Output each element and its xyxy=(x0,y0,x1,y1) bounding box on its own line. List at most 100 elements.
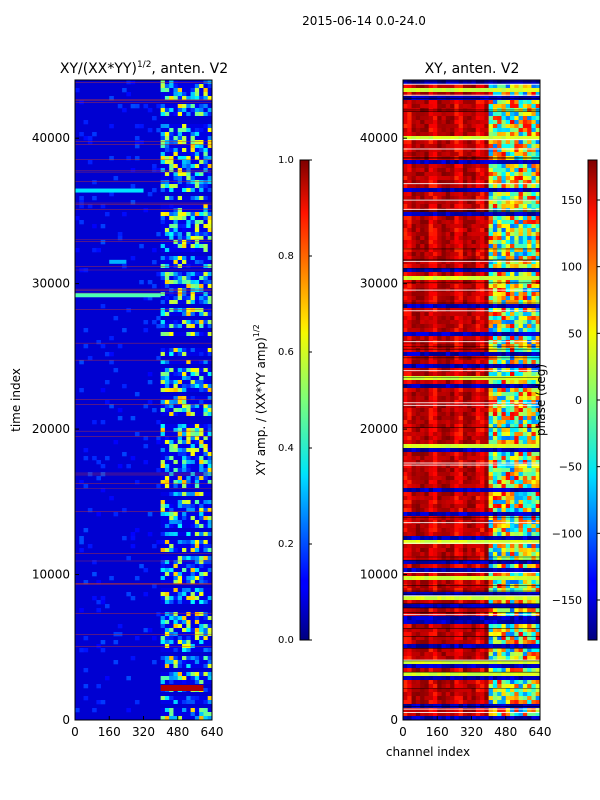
heatmap-cell xyxy=(454,84,459,89)
heatmap-cell xyxy=(207,712,213,717)
heatmap-cell xyxy=(428,160,434,165)
heatmap-cell xyxy=(432,264,438,269)
heatmap-cell xyxy=(510,100,515,105)
heatmap-cell xyxy=(207,212,213,217)
heatmap-cell xyxy=(531,356,537,361)
heatmap-cell xyxy=(467,300,472,305)
heatmap-cell xyxy=(437,148,442,153)
heatmap-cell xyxy=(475,140,481,145)
heatmap-cell xyxy=(173,204,179,209)
heatmap-cell xyxy=(432,124,438,129)
heatmap-cell xyxy=(454,144,459,149)
heatmap-cell xyxy=(190,368,196,373)
heatmap-cell xyxy=(186,396,191,401)
heatmap-cell xyxy=(454,100,459,105)
heatmap-cell xyxy=(194,340,200,345)
heatmap-cell xyxy=(207,696,213,701)
heatmap-cell xyxy=(514,100,519,105)
heatmap-cell xyxy=(522,372,528,377)
heatmap-cell xyxy=(432,404,438,409)
heatmap-cell xyxy=(475,152,481,157)
heatmap-cell xyxy=(522,136,528,141)
heatmap-cell xyxy=(441,332,447,337)
heatmap-cell xyxy=(505,84,511,89)
heatmap-cell xyxy=(531,160,537,165)
heatmap-cell xyxy=(458,320,464,325)
heatmap-cell xyxy=(203,200,209,205)
heatmap-cell xyxy=(475,180,481,185)
heatmap-cell xyxy=(437,224,442,229)
heatmap-cell xyxy=(126,92,131,97)
heatmap-cell xyxy=(531,104,537,109)
heatmap-cell xyxy=(190,496,196,501)
heatmap-cell xyxy=(510,196,515,201)
heatmap-cell xyxy=(522,232,528,237)
heatmap-cell xyxy=(497,416,502,421)
heatmap-cell xyxy=(458,292,464,297)
heatmap-cell xyxy=(186,424,191,429)
heatmap-cell xyxy=(160,316,166,321)
heatmap-cell xyxy=(164,692,170,697)
heatmap-cell xyxy=(177,608,183,613)
heatmap-cell xyxy=(437,112,442,117)
heatmap-cell xyxy=(428,316,434,321)
heatmap-cell xyxy=(454,392,459,397)
heatmap-cell xyxy=(199,188,204,193)
heatmap-cell xyxy=(199,696,204,701)
heatmap-cell xyxy=(169,540,174,545)
heatmap-cell xyxy=(177,124,183,129)
heatmap-cell xyxy=(203,292,209,297)
heatmap-cell xyxy=(437,84,442,89)
heatmap-cell xyxy=(454,324,459,329)
heatmap-cell xyxy=(471,216,477,221)
heatmap-cell xyxy=(194,300,200,305)
heatmap-cell xyxy=(160,524,166,529)
heatmap-cell xyxy=(411,352,417,357)
heatmap-cell xyxy=(186,212,191,217)
y-tick-label: 10000 xyxy=(32,568,70,582)
heatmap-cell xyxy=(407,204,412,209)
heatmap-cell xyxy=(445,120,451,125)
heatmap-cell xyxy=(173,596,179,601)
heatmap-cell xyxy=(160,404,166,409)
heatmap-cell xyxy=(488,380,494,385)
heatmap-cell xyxy=(173,440,179,445)
heatmap-cell xyxy=(169,536,174,541)
heatmap-cell xyxy=(458,112,464,117)
heatmap-cell xyxy=(471,148,477,153)
heatmap-cell xyxy=(415,144,421,149)
figure-suptitle: 2015-06-14 0.0-24.0 xyxy=(302,14,426,28)
heatmap-cell xyxy=(203,660,209,665)
heatmap-cell xyxy=(164,244,170,249)
heatmap-cell xyxy=(160,324,166,329)
heatmap-cell xyxy=(190,380,196,385)
heatmap-cell xyxy=(428,80,434,85)
heatmap-cell xyxy=(424,276,429,281)
heatmap-cell xyxy=(510,260,515,265)
heatmap-cell xyxy=(450,184,455,189)
heatmap-cell xyxy=(445,248,451,253)
colorbar-tick-label: 1.0 xyxy=(278,155,294,166)
heatmap-cell xyxy=(505,212,511,217)
heatmap-cell xyxy=(527,416,532,421)
heatmap-cell xyxy=(160,196,166,201)
heatmap-cell xyxy=(432,240,438,245)
heatmap-cell xyxy=(428,324,434,329)
heatmap-cell xyxy=(186,500,191,505)
heatmap-cell xyxy=(518,396,524,401)
heatmap-cell xyxy=(441,176,447,181)
heatmap-cell xyxy=(169,584,174,589)
phase-panel: XY, anten. V2 0 160 320 480 6400100002000030… xyxy=(360,61,552,739)
heatmap-cell xyxy=(510,252,515,257)
heatmap-cell xyxy=(535,400,541,405)
heatmap-cell xyxy=(488,416,494,421)
heatmap-cell xyxy=(203,548,209,553)
heatmap-cell xyxy=(467,284,472,289)
heatmap-cell xyxy=(152,584,157,589)
heatmap-cell xyxy=(467,128,472,133)
heatmap-cell xyxy=(475,284,481,289)
heatmap-cell xyxy=(480,172,485,177)
heatmap-cell xyxy=(173,264,179,269)
heatmap-cell xyxy=(160,648,166,653)
heatmap-cell xyxy=(497,128,502,133)
